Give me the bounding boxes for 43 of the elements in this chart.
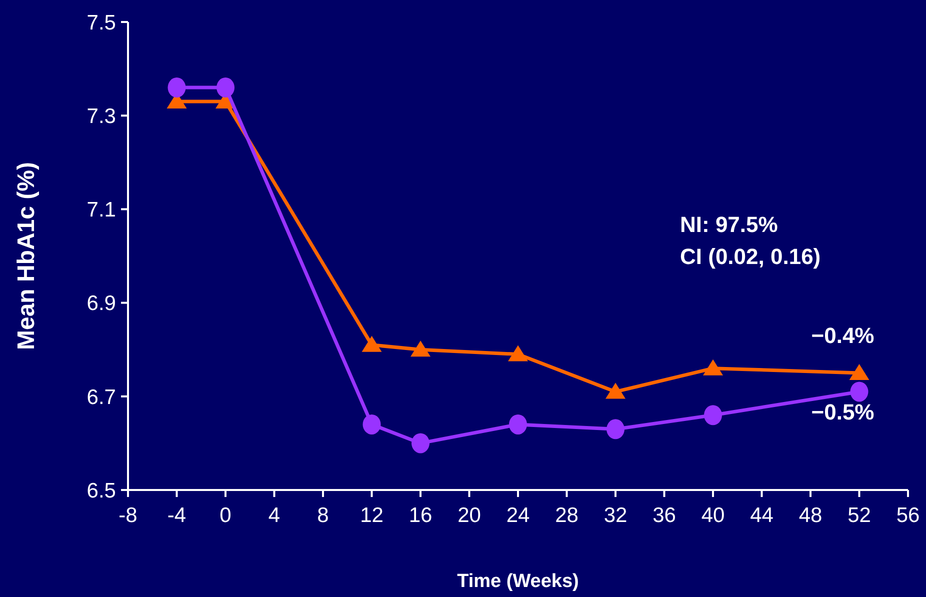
y-tick-label: 6.9 bbox=[86, 292, 116, 316]
point bbox=[850, 382, 868, 402]
x-tick-label: 44 bbox=[750, 504, 774, 527]
point bbox=[704, 405, 722, 426]
point bbox=[362, 336, 382, 352]
x-tick-label: 0 bbox=[220, 504, 232, 527]
y-axis-title: Mean HbA1c (%) bbox=[13, 162, 40, 350]
point bbox=[362, 414, 381, 434]
x-tick-label: 24 bbox=[506, 504, 530, 527]
point bbox=[606, 419, 624, 440]
point bbox=[606, 382, 626, 399]
x-tick-label: 56 bbox=[896, 504, 920, 527]
x-tick-label: 20 bbox=[458, 504, 481, 527]
x-tick-label: -4 bbox=[167, 504, 186, 527]
point bbox=[703, 359, 723, 376]
x-tick-label: 28 bbox=[555, 504, 578, 527]
x-tick-label: 16 bbox=[408, 504, 432, 527]
x-tick-label: 52 bbox=[848, 504, 871, 527]
y-tick-label: 7.1 bbox=[86, 198, 116, 222]
x-tick-label: -8 bbox=[118, 504, 138, 527]
y-tick-label: 7.5 bbox=[86, 11, 116, 34]
x-tick-label: 12 bbox=[360, 504, 384, 527]
x-tick-label: 40 bbox=[701, 504, 725, 527]
x-axis-title: Time (Weeks) bbox=[457, 571, 579, 592]
point bbox=[412, 433, 430, 454]
point bbox=[168, 78, 186, 98]
point bbox=[410, 340, 430, 357]
point bbox=[508, 345, 528, 362]
x-tick-label: 4 bbox=[268, 504, 280, 527]
point bbox=[509, 414, 527, 434]
annotation: −0.4% bbox=[811, 323, 874, 348]
x-tick-label: 32 bbox=[604, 504, 628, 527]
annotation: −0.5% bbox=[811, 400, 874, 425]
annotation: NI: 97.5% bbox=[680, 212, 778, 237]
x-tick-label: 48 bbox=[798, 504, 822, 527]
y-tick-label: 7.3 bbox=[86, 104, 116, 128]
annotation: CI (0.02, 0.16) bbox=[680, 244, 821, 269]
x-tick-label: 8 bbox=[317, 504, 329, 527]
x-tick-label: 36 bbox=[652, 504, 676, 527]
y-tick-label: 6.5 bbox=[86, 479, 116, 502]
point bbox=[849, 364, 870, 380]
y-tick-label: 6.7 bbox=[86, 386, 116, 409]
point bbox=[216, 78, 234, 98]
